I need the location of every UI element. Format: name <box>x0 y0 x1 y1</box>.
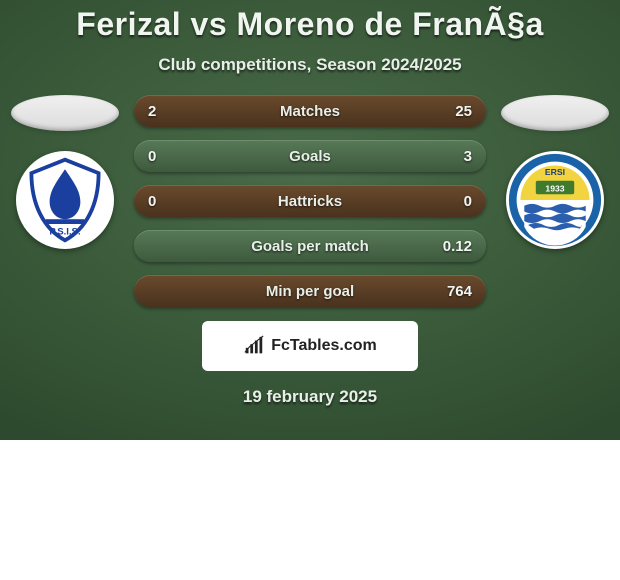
stat-left-value: 0 <box>148 193 156 210</box>
below-area <box>0 440 620 580</box>
date-text: 19 february 2025 <box>0 387 620 407</box>
subtitle: Club competitions, Season 2024/2025 <box>0 55 620 75</box>
stat-bar: 2 Matches 25 <box>134 95 486 127</box>
stat-label: Hattricks <box>278 193 342 210</box>
stat-right-value: 0 <box>464 193 472 210</box>
psis-logo-icon: P.S.I.S. <box>17 152 113 248</box>
stat-label: Goals per match <box>251 238 369 255</box>
right-side: 1933 ERSI <box>500 95 610 249</box>
stat-right-value: 764 <box>447 283 472 300</box>
stat-right-value: 0.12 <box>443 238 472 255</box>
stat-bar: 0 Goals 3 <box>134 140 486 172</box>
stat-label: Min per goal <box>266 283 354 300</box>
stat-bar: Min per goal 764 <box>134 275 486 307</box>
svg-text:ERSI: ERSI <box>545 167 565 177</box>
svg-text:P.S.I.S.: P.S.I.S. <box>49 227 80 238</box>
right-photo-placeholder <box>501 95 609 131</box>
stat-left-value: 0 <box>148 148 156 165</box>
left-club-logo: P.S.I.S. <box>16 151 114 249</box>
stat-label: Matches <box>280 103 340 120</box>
stat-bar: 0 Hattricks 0 <box>134 185 486 217</box>
svg-text:1933: 1933 <box>545 183 564 193</box>
stat-bars: 2 Matches 25 0 Goals 3 0 Hattricks 0 Goals per ma… <box>134 95 486 307</box>
branding-text: FcTables.com <box>271 337 377 355</box>
stat-label: Goals <box>289 148 331 165</box>
page-title: Ferizal vs Moreno de FranÃ§a <box>0 6 620 43</box>
chart-icon <box>243 335 265 357</box>
branding-badge: FcTables.com <box>202 321 418 371</box>
left-photo-placeholder <box>11 95 119 131</box>
right-club-logo: 1933 ERSI <box>506 151 604 249</box>
persib-logo-icon: 1933 ERSI <box>507 152 603 248</box>
stat-right-value: 3 <box>464 148 472 165</box>
stat-left-value: 2 <box>148 103 156 120</box>
stat-bar: Goals per match 0.12 <box>134 230 486 262</box>
midrow: P.S.I.S. 2 Matches 25 0 Goals 3 0 Hattricks 0 Goa… <box>0 95 620 307</box>
left-side: P.S.I.S. <box>10 95 120 249</box>
stat-right-value: 25 <box>455 103 472 120</box>
infographic-container: Ferizal vs Moreno de FranÃ§a Club compet… <box>0 0 620 440</box>
